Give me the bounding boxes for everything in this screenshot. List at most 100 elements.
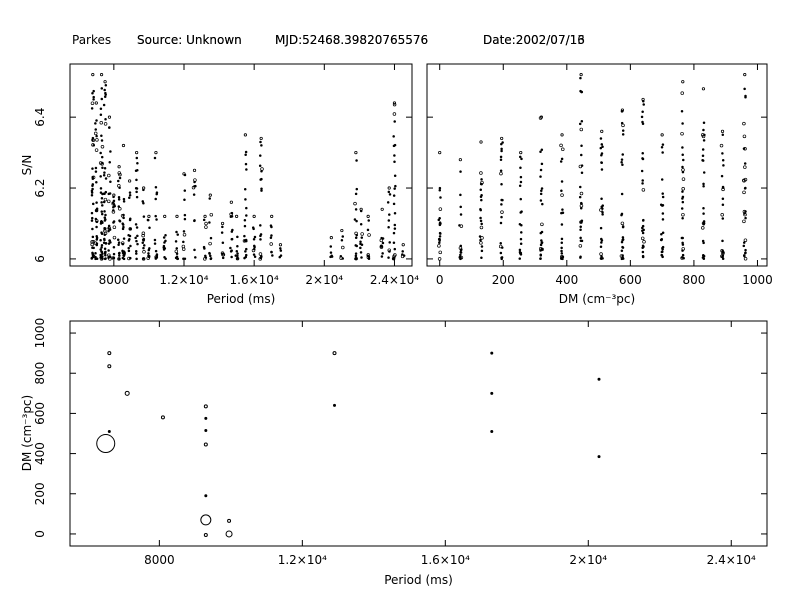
data-point — [499, 158, 503, 161]
data-point — [480, 194, 483, 197]
data-point — [175, 252, 179, 255]
data-point — [359, 251, 363, 254]
data-point — [259, 233, 263, 236]
data-point — [641, 151, 644, 155]
data-point — [520, 231, 523, 234]
data-point — [600, 237, 603, 241]
data-point — [660, 133, 664, 137]
x-tick-label: 1.2×10⁴ — [159, 273, 208, 287]
data-point — [400, 254, 405, 259]
data-point — [354, 236, 358, 239]
data-point — [355, 187, 359, 191]
data-point — [94, 166, 98, 170]
data-point — [108, 239, 111, 242]
data-point — [599, 146, 603, 150]
data-point — [100, 134, 103, 138]
data-point — [104, 84, 108, 87]
data-point — [341, 235, 345, 238]
data-point — [243, 133, 247, 137]
data-point — [640, 115, 644, 119]
data-point — [155, 256, 159, 259]
data-point — [560, 256, 563, 259]
data-point — [621, 238, 624, 242]
data-point — [244, 198, 247, 201]
data-point — [235, 256, 240, 261]
y-tick-label: 6.4 — [33, 108, 47, 127]
data-point — [192, 168, 197, 172]
data-point — [621, 133, 625, 136]
y-tick-label: 1000 — [33, 318, 47, 349]
data-point — [701, 148, 705, 151]
data-point — [661, 151, 664, 154]
data-point — [127, 256, 131, 261]
data-point — [95, 134, 98, 138]
data-point — [380, 255, 384, 258]
data-point — [100, 162, 104, 166]
data-point — [500, 210, 504, 214]
data-point — [641, 188, 646, 192]
data-point — [236, 235, 239, 239]
data-point — [117, 165, 121, 169]
data-point — [129, 244, 132, 248]
data-point — [580, 239, 584, 243]
data-point — [392, 256, 396, 260]
data-point — [162, 248, 166, 251]
data-point — [100, 250, 103, 253]
data-point — [103, 216, 107, 219]
data-point — [99, 175, 102, 178]
data-point — [393, 223, 397, 227]
data-point — [258, 164, 262, 167]
data-point — [660, 237, 664, 241]
data-point — [245, 247, 248, 251]
data-point — [500, 182, 503, 186]
data-point — [458, 256, 462, 259]
data-point — [599, 226, 603, 230]
data-point — [221, 225, 224, 229]
data-point — [279, 254, 283, 257]
data-point — [94, 170, 98, 173]
data-point — [142, 237, 146, 241]
data-point — [204, 416, 208, 420]
data-point — [355, 159, 358, 162]
data-point — [127, 249, 131, 253]
data-point — [95, 201, 98, 204]
data-point — [109, 180, 112, 184]
data-point — [175, 247, 179, 250]
data-point — [720, 129, 725, 133]
data-point — [252, 227, 255, 231]
data-point — [641, 229, 644, 232]
data-point — [560, 249, 563, 253]
data-point — [183, 189, 187, 192]
data-point — [721, 203, 725, 206]
data-point — [269, 242, 273, 246]
data-point — [194, 184, 197, 188]
data-point — [681, 247, 685, 251]
data-point — [680, 256, 684, 259]
data-point — [580, 153, 583, 157]
data-point — [230, 255, 233, 259]
data-point — [230, 238, 234, 241]
data-point — [135, 226, 139, 229]
data-point — [230, 249, 233, 252]
data-point — [621, 129, 625, 132]
data-point — [500, 198, 503, 202]
data-point — [128, 191, 132, 194]
data-point — [154, 214, 157, 218]
data-point — [620, 108, 625, 112]
data-point — [90, 194, 94, 197]
data-point — [117, 195, 121, 199]
data-point — [103, 88, 106, 92]
data-point — [601, 145, 604, 148]
data-point — [95, 119, 98, 122]
data-point — [243, 187, 247, 191]
data-point — [245, 168, 248, 171]
x-axis-label: DM (cm⁻³pc) — [559, 292, 635, 306]
data-point — [229, 212, 233, 216]
y-tick-label: 6 — [33, 255, 47, 263]
data-point — [437, 218, 441, 222]
data-point — [578, 244, 583, 248]
data-point — [387, 190, 391, 194]
data-point — [580, 201, 583, 205]
data-point — [721, 239, 724, 243]
